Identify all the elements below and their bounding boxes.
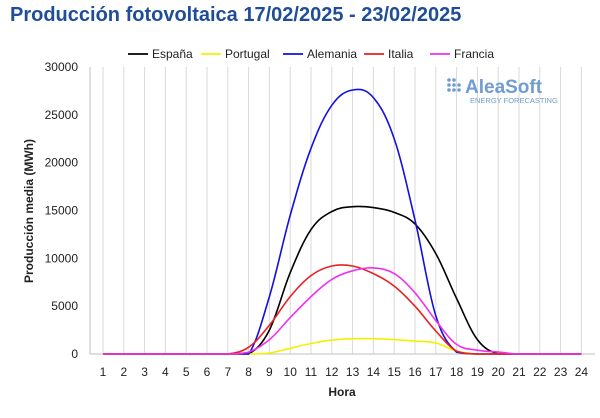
legend-label: Francia	[454, 47, 494, 61]
logo: AleaSoft ENERGY FORECASTING	[447, 77, 558, 105]
x-tick-labels: 1 2 3 4 5 6 7 8 9 10 11 12 13 14 15 16 17 18 19 20 21 22 23 24	[100, 365, 589, 379]
x-tick-label: 15	[388, 365, 402, 379]
x-tick-label: 7	[224, 365, 231, 379]
x-tick-label: 4	[162, 365, 169, 379]
x-tick-label: 24	[575, 365, 589, 379]
logo-brand: AleaSoft	[465, 77, 543, 98]
y-axis-label: Producción media (MWh)	[22, 139, 36, 283]
y-tick-label: 25000	[45, 108, 79, 122]
y-tick-labels: 0 5000 10000 15000 20000 25000 30000	[45, 60, 79, 361]
logo-tagline: ENERGY FORECASTING	[470, 96, 558, 105]
legend-label: España	[152, 47, 193, 61]
series-line-4	[102, 264, 582, 355]
legend-label: Portugal	[225, 47, 270, 61]
x-tick-label: 10	[284, 365, 298, 379]
x-tick-label: 13	[346, 365, 360, 379]
logo-dots-icon	[447, 78, 461, 92]
x-tick-label: 8	[245, 365, 252, 379]
y-tick-label: 0	[71, 347, 78, 361]
series-line-5	[102, 266, 582, 355]
series-line-1	[102, 205, 582, 355]
y-tick-label: 30000	[45, 60, 79, 74]
x-tick-label: 9	[266, 365, 273, 379]
x-tick-label: 17	[429, 365, 443, 379]
x-tick-label: 12	[325, 365, 339, 379]
series-line-3	[102, 88, 582, 355]
x-tick-label: 6	[204, 365, 211, 379]
y-tick-label: 15000	[45, 204, 79, 218]
gridlines	[102, 67, 582, 354]
x-tick-label: 19	[471, 365, 485, 379]
legend: España Portugal Alemania Italia Francia	[128, 47, 494, 61]
x-tick-label: 16	[408, 365, 422, 379]
x-tick-label: 11	[305, 365, 318, 379]
x-tick-label: 1	[100, 365, 107, 379]
y-tick-label: 5000	[51, 299, 78, 313]
x-axis-label: Hora	[328, 385, 356, 399]
x-tick-label: 3	[141, 365, 148, 379]
y-tick-label: 20000	[45, 156, 79, 170]
x-tick-label: 2	[120, 365, 127, 379]
y-tick-label: 10000	[45, 251, 79, 265]
x-tick-label: 23	[554, 365, 568, 379]
x-tick-label: 14	[367, 365, 381, 379]
x-tick-label: 21	[512, 365, 526, 379]
legend-label: Italia	[388, 47, 414, 61]
chart-title: Producción fotovoltaica 17/02/2025 - 23/…	[10, 4, 462, 26]
series-line-2	[102, 337, 582, 355]
x-tick-label: 22	[533, 365, 547, 379]
series-lines	[102, 88, 582, 355]
x-tick-label: 20	[492, 365, 506, 379]
x-tick-label: 18	[450, 365, 464, 379]
x-tick-label: 5	[183, 365, 190, 379]
legend-label: Alemania	[307, 47, 357, 61]
